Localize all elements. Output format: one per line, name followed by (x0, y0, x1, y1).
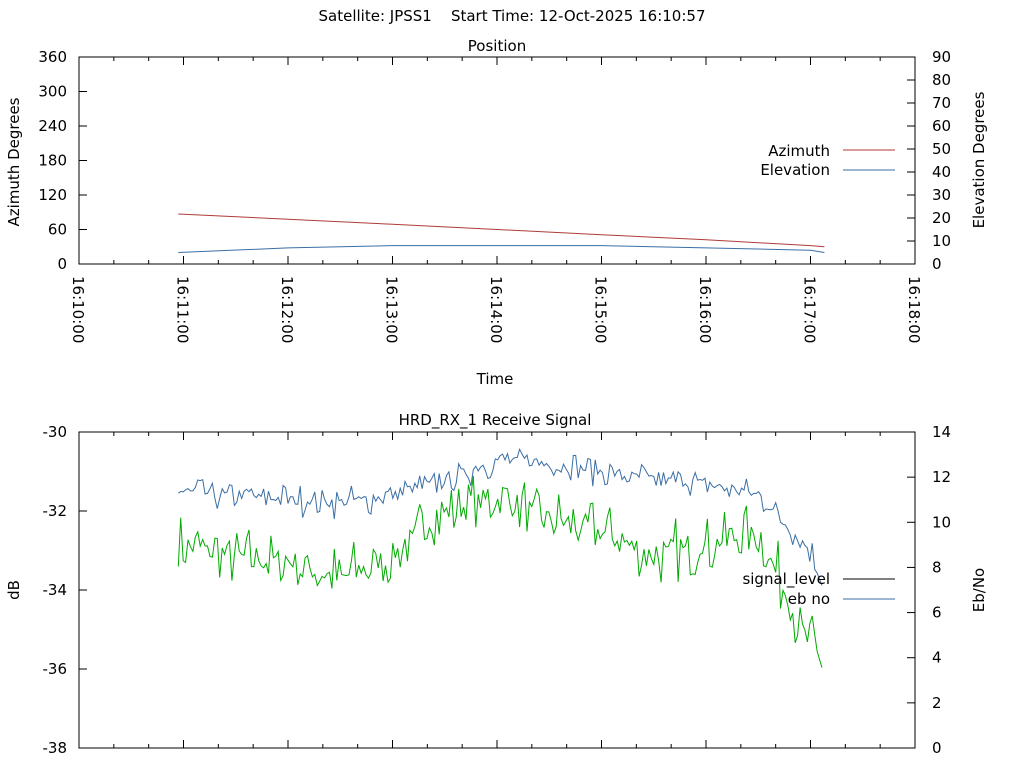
receive-y2-axis-label: Eb/No (970, 568, 988, 612)
db-tick-label: -34 (43, 581, 68, 599)
elevation-series-line (178, 245, 825, 253)
time-tick-label: 16:12:00 (278, 276, 296, 343)
elevation-tick-label: 0 (932, 255, 942, 273)
db-tick-label: -30 (43, 423, 68, 441)
ebno-tick-label: 8 (932, 558, 942, 576)
legend-azimuth-label: Azimuth (768, 142, 830, 160)
elevation-tick-label: 30 (932, 186, 951, 204)
time-tick-label: 16:17:00 (801, 276, 819, 343)
elevation-tick-label: 10 (932, 232, 951, 250)
ebno-tick-label: 12 (932, 468, 951, 486)
time-tick-label: 16:11:00 (174, 276, 192, 343)
ebno-green-series-line (177, 475, 823, 668)
position-legend: Azimuth Elevation (760, 142, 895, 179)
azimuth-tick-label: 300 (38, 83, 67, 101)
azimuth-tick-label: 60 (48, 221, 67, 239)
start-time-value: 12-Oct-2025 16:10:57 (538, 7, 706, 25)
ebno-tick-label: 10 (932, 513, 951, 531)
elevation-tick-label: 90 (932, 48, 951, 66)
time-tick-label: 16:10:00 (69, 276, 87, 343)
azimuth-tick-label: 240 (38, 117, 67, 135)
signal-level-series-line (178, 447, 823, 586)
position-chart: Position 0 60 120 180 240 300 360 0 10 20 30 40 50 6… (5, 37, 988, 388)
ebno-tick-label: 14 (932, 423, 951, 441)
elevation-tick-label: 50 (932, 140, 951, 158)
position-elevation-tick-labels: 0 10 20 30 40 50 60 70 80 90 (932, 48, 951, 273)
azimuth-tick-label: 180 (38, 152, 67, 170)
ebno-tick-label: 0 (932, 739, 942, 757)
elevation-tick-label: 20 (932, 209, 951, 227)
db-tick-label: -38 (43, 739, 68, 757)
legend-elevation-label: Elevation (760, 161, 830, 179)
ebno-tick-label: 2 (932, 694, 942, 712)
elevation-tick-label: 60 (932, 117, 951, 135)
position-y2-axis-label: Elevation Degrees (970, 91, 988, 228)
elevation-tick-label: 70 (932, 94, 951, 112)
time-tick-label: 16:16:00 (696, 276, 714, 343)
receive-db-tick-labels: -38 -36 -34 -32 -30 (43, 423, 68, 757)
elevation-tick-label: 80 (932, 71, 951, 89)
satellite-label: Satellite: (318, 7, 386, 25)
azimuth-tick-label: 0 (57, 255, 67, 273)
receive-y-axis-label: dB (5, 580, 23, 600)
elevation-tick-label: 40 (932, 163, 951, 181)
satellite-name: JPSS1 (389, 7, 432, 25)
time-tick-label: 16:14:00 (487, 276, 505, 343)
db-tick-label: -32 (43, 502, 68, 520)
db-tick-label: -36 (43, 660, 68, 678)
legend-signal-level-label: signal_level (742, 570, 830, 589)
receive-chart-title: HRD_RX_1 Receive Signal (399, 411, 592, 430)
azimuth-tick-label: 360 (38, 48, 67, 66)
position-y-axis-label: Azimuth Degrees (5, 97, 23, 226)
position-azimuth-tick-labels: 0 60 120 180 240 300 360 (38, 48, 67, 273)
receive-legend: signal_level eb no (742, 570, 895, 608)
ebno-tick-label: 6 (932, 604, 942, 622)
time-tick-label: 16:18:00 (905, 276, 923, 343)
position-time-tick-labels: 16:10:00 16:11:00 16:12:00 16:13:00 16:14:00… (69, 276, 923, 343)
azimuth-tick-label: 120 (38, 186, 67, 204)
chart-header: Satellite: JPSS1 Start Time: 12-Oct-2025… (0, 7, 1024, 25)
position-x-axis-label: Time (476, 370, 514, 388)
time-tick-label: 16:15:00 (592, 276, 610, 343)
receive-ticks (78, 431, 916, 749)
receive-ebno-tick-labels: 0 2 4 6 8 10 12 14 (932, 423, 951, 757)
time-tick-label: 16:13:00 (383, 276, 401, 343)
position-ticks (78, 56, 916, 265)
position-chart-title: Position (468, 37, 526, 55)
start-time-label: Start Time: (450, 7, 535, 25)
ebno-tick-label: 4 (932, 649, 942, 667)
legend-ebno-label: eb no (788, 590, 830, 608)
azimuth-series-line (178, 213, 825, 248)
receive-signal-chart: HRD_RX_1 Receive Signal -38-36-34-32-30 … (5, 411, 988, 757)
